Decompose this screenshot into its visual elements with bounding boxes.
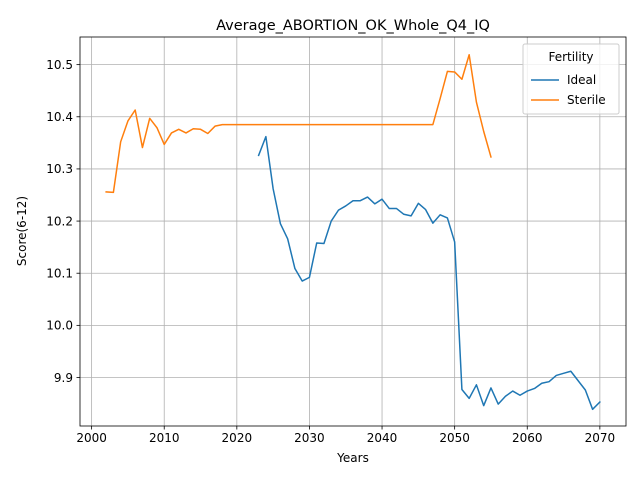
legend-label-ideal: Ideal [567,73,596,87]
x-axis-label: Years [336,451,369,465]
x-tick-label: 2050 [439,431,470,445]
series-line-sterile [105,53,492,194]
x-tick-label: 2010 [149,431,180,445]
legend-label-sterile: Sterile [567,93,606,107]
x-tick-label: 2020 [222,431,253,445]
x-tick-label: 2030 [294,431,325,445]
series-lines [105,53,601,411]
x-tick-label: 2070 [585,431,616,445]
y-tick-label: 10.3 [46,162,73,176]
legend: Fertility Ideal Sterile [522,43,620,115]
legend-title: Fertility [548,50,593,64]
plot-frame [79,36,627,427]
chart-title: Average_ABORTION_OK_Whole_Q4_IQ [216,18,490,34]
y-tick-label: 10.2 [46,214,73,228]
y-tick-label: 10.0 [46,319,73,333]
y-tick-label: 10.1 [46,267,73,281]
y-tick-label: 9.9 [54,371,73,385]
series-line-ideal [257,135,601,411]
x-tick-label: 2000 [76,431,107,445]
x-axis-ticks: 2000 2010 2020 2030 2040 2050 2060 2070 [76,426,615,445]
y-axis-label: Score(6-12) [15,196,29,266]
x-tick-label: 2060 [512,431,543,445]
x-tick-label: 2040 [367,431,398,445]
y-gridlines [80,64,626,378]
y-axis-ticks: 9.9 10.0 10.1 10.2 10.3 10.4 10.5 [46,58,80,385]
y-tick-label: 10.5 [46,58,73,72]
legend-frame [522,43,620,115]
y-tick-label: 10.4 [46,110,73,124]
